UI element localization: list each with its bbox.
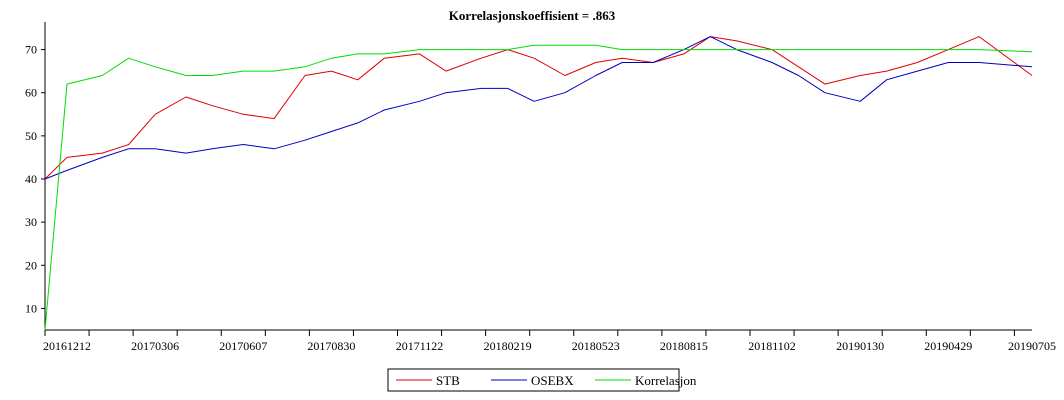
x-tick-label: 20181102 bbox=[748, 339, 796, 353]
x-axis: 20161212 20170306 20170607 20170830 20171122… bbox=[43, 329, 1056, 353]
x-tick-label: 20190705 bbox=[1008, 339, 1056, 353]
legend-box bbox=[387, 368, 680, 392]
x-tick-label: 20180523 bbox=[572, 339, 620, 353]
y-tick-label: 20 bbox=[25, 258, 37, 272]
legend-label-korrelasjon: Korrelasjon bbox=[635, 373, 697, 388]
x-tick-label: 20180219 bbox=[484, 339, 532, 353]
x-tick-label: 20161212 bbox=[43, 339, 91, 353]
legend-label-stb: STB bbox=[436, 373, 460, 388]
x-tick-label: 20190429 bbox=[924, 339, 972, 353]
x-tick-label: 20170607 bbox=[219, 339, 267, 353]
y-axis: 10 20 30 40 50 60 70 bbox=[25, 22, 46, 330]
x-tick-label: 20190130 bbox=[836, 339, 884, 353]
x-tick-label: 20170830 bbox=[307, 339, 355, 353]
y-tick-label: 30 bbox=[25, 215, 37, 229]
series-line-stb bbox=[44, 36, 1033, 180]
series-line-korrelasjon bbox=[44, 44, 1033, 331]
y-tick-label: 10 bbox=[25, 301, 37, 315]
chart-title: Korrelasjonskoeffisient = .863 bbox=[449, 8, 616, 23]
legend-label-osebx: OSEBX bbox=[531, 373, 574, 388]
y-tick-label: 50 bbox=[25, 129, 37, 143]
plot-area bbox=[44, 36, 1033, 331]
series-line-osebx bbox=[44, 36, 1033, 180]
x-tick-label: 20180815 bbox=[660, 339, 708, 353]
legend: STB OSEBX Korrelasjon bbox=[387, 368, 697, 392]
y-tick-label: 40 bbox=[25, 172, 37, 186]
x-tick-label: 20171122 bbox=[396, 339, 444, 353]
y-tick-label: 70 bbox=[25, 43, 37, 57]
x-tick-label: 20170306 bbox=[131, 339, 179, 353]
y-tick-label: 60 bbox=[25, 86, 37, 100]
